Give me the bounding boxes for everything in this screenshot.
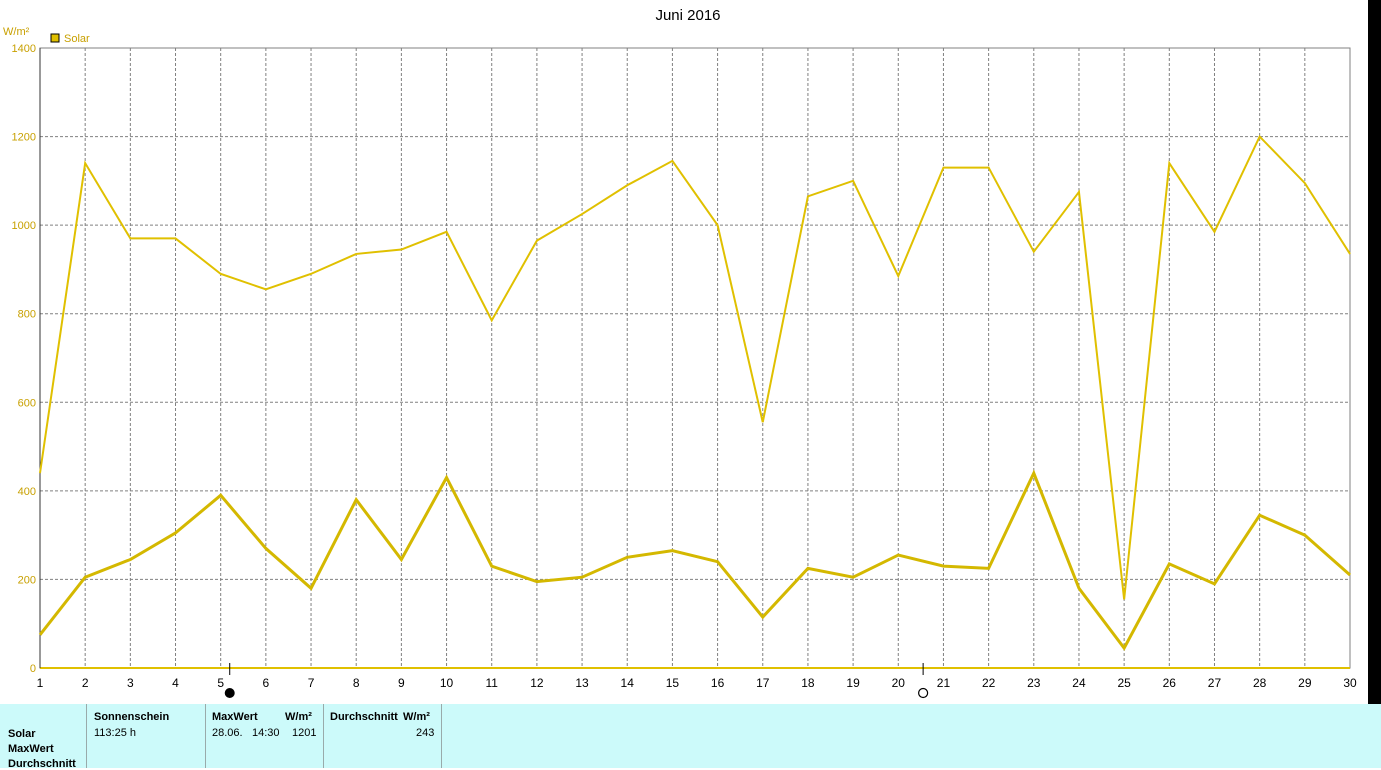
x-tick-label: 10 <box>440 676 454 690</box>
x-tick-label: 12 <box>530 676 544 690</box>
x-tick-label: 30 <box>1343 676 1357 690</box>
y-tick-label: 1200 <box>12 132 36 144</box>
x-tick-label: 25 <box>1117 676 1131 690</box>
row-label-maxwert: MaxWert <box>8 743 54 755</box>
row-label-durchschnitt: Durchschnitt <box>8 758 76 770</box>
x-tick-label: 15 <box>666 676 680 690</box>
maxwert-date: 28.06. <box>212 727 243 739</box>
x-tick-label: 29 <box>1298 676 1312 690</box>
grid <box>40 48 1350 668</box>
y-tick-label: 0 <box>30 663 36 675</box>
x-tick-label: 14 <box>621 676 635 690</box>
maxwert-value: 1201 <box>292 727 317 739</box>
legend-swatch <box>50 33 60 43</box>
header-maxwert-unit: W/m² <box>285 711 312 723</box>
x-tick-label: 7 <box>308 676 315 690</box>
legend: Solar <box>50 33 90 45</box>
column-divider <box>86 704 87 768</box>
sonnenschein-value: 113:25 h <box>94 727 137 739</box>
x-tick-label: 24 <box>1072 676 1086 690</box>
x-tick-label: 1 <box>37 676 44 690</box>
chart: Juni 2016 W/m² Solar 0200400600800100012… <box>3 7 1357 699</box>
maxwert-time: 14:30 <box>252 727 280 739</box>
x-tick-label: 11 <box>485 676 498 690</box>
x-tick-label: 9 <box>398 676 405 690</box>
y-tick-label: 800 <box>18 309 36 321</box>
x-tick-label: 3 <box>127 676 134 690</box>
y-axis-unit: W/m² <box>3 26 30 38</box>
x-tick-label: 4 <box>172 676 179 690</box>
x-tick-label: 27 <box>1208 676 1222 690</box>
header-maxwert: MaxWert <box>212 711 258 723</box>
header-durchschnitt-unit: W/m² <box>403 711 430 723</box>
window-border <box>1368 0 1381 704</box>
moon-phases <box>224 663 929 699</box>
x-tick-label: 20 <box>892 676 906 690</box>
summary-table: Solar MaxWert Durchschnitt Sonnenschein … <box>0 704 1381 770</box>
new-moon-icon <box>224 688 235 698</box>
y-tick-label: 1000 <box>12 220 36 232</box>
x-tick-label: 28 <box>1253 676 1267 690</box>
x-tick-label: 5 <box>217 676 224 690</box>
header-sonnenschein: Sonnenschein <box>94 711 170 723</box>
column-divider <box>323 704 324 768</box>
x-tick-label: 6 <box>263 676 270 690</box>
y-tick-label: 200 <box>18 574 36 586</box>
x-tick-label: 8 <box>353 676 360 690</box>
column-divider <box>441 704 442 768</box>
x-tick-label: 21 <box>937 676 951 690</box>
x-tick-label: 13 <box>575 676 589 690</box>
row-label-solar: Solar <box>8 728 36 740</box>
series-line-max <box>39 134 1351 600</box>
y-tick-label: 1400 <box>12 43 36 55</box>
x-tick-label: 26 <box>1163 676 1177 690</box>
x-tick-label: 17 <box>756 676 770 690</box>
y-tick-label: 400 <box>18 486 36 498</box>
chart-title: Juni 2016 <box>655 7 720 24</box>
x-tick-label: 19 <box>846 676 860 690</box>
header-durchschnitt: Durchschnitt <box>330 711 398 723</box>
x-tick-label: 16 <box>711 676 725 690</box>
series-lines <box>38 134 1351 651</box>
x-tick-label: 22 <box>982 676 996 690</box>
legend-label: Solar <box>64 33 90 45</box>
full-moon-icon <box>918 687 929 699</box>
x-tick-label: 2 <box>82 676 89 690</box>
durchschnitt-value: 243 <box>416 727 435 739</box>
x-tick-label: 23 <box>1027 676 1041 690</box>
x-tick-label: 18 <box>801 676 815 690</box>
column-divider <box>205 704 206 768</box>
plot-frame <box>39 47 1351 669</box>
series-line-average <box>38 469 1351 651</box>
y-tick-label: 600 <box>18 397 36 409</box>
window-edge <box>1360 0 1368 704</box>
